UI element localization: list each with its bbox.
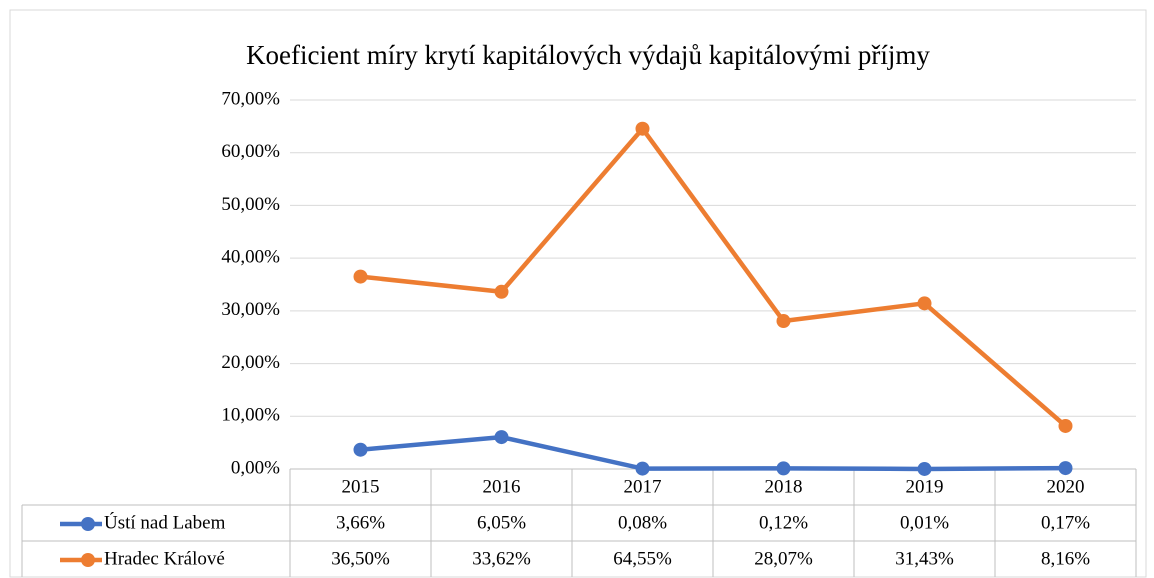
- y-tick-label: 20,00%: [221, 352, 280, 373]
- data-point: [776, 314, 791, 329]
- data-point: [1058, 418, 1073, 433]
- y-tick-label: 50,00%: [221, 194, 280, 215]
- table-value: 0,01%: [900, 512, 949, 533]
- y-tick-label: 70,00%: [221, 88, 280, 109]
- x-tick-label: 2018: [765, 476, 803, 497]
- series-line: [360, 434, 1066, 472]
- table-value: 0,12%: [759, 512, 808, 533]
- series-line: [360, 126, 1067, 428]
- table-value: 6,05%: [477, 512, 526, 533]
- chart-frame: [9, 9, 1147, 578]
- data-point: [353, 269, 368, 284]
- table-value: 0,08%: [618, 512, 667, 533]
- legend-marker: [81, 517, 95, 531]
- x-tick-label: 2019: [906, 476, 944, 497]
- data-point: [917, 461, 932, 476]
- data-point: [353, 442, 368, 457]
- table-value: 31,43%: [895, 548, 954, 569]
- legend-label: Hradec Králové: [104, 548, 225, 569]
- x-tick-label: 2015: [342, 476, 380, 497]
- data-point: [635, 121, 650, 136]
- data-point: [917, 296, 932, 311]
- y-tick-label: 10,00%: [221, 405, 280, 426]
- y-tick-label: 30,00%: [221, 299, 280, 320]
- data-point: [1058, 461, 1073, 476]
- legend-marker: [81, 553, 95, 567]
- table-value: 33,62%: [472, 548, 531, 569]
- data-point: [494, 430, 509, 445]
- y-tick-label: 0,00%: [231, 457, 280, 478]
- table-value: 36,50%: [331, 548, 390, 569]
- table-value: 28,07%: [754, 548, 813, 569]
- table-value: 8,16%: [1041, 548, 1090, 569]
- x-tick-label: 2016: [483, 476, 521, 497]
- y-tick-label: 60,00%: [221, 141, 280, 162]
- data-point: [776, 461, 791, 476]
- x-tick-label: 2017: [624, 476, 662, 497]
- legend-label: Ústí nad Labem: [104, 511, 226, 533]
- table-value: 0,17%: [1041, 512, 1090, 533]
- x-tick-label: 2020: [1047, 476, 1085, 497]
- data-point: [494, 284, 509, 299]
- chart-title: Koeficient míry krytí kapitálových výdaj…: [246, 40, 930, 70]
- table-value: 3,66%: [336, 512, 385, 533]
- data-point: [635, 461, 650, 476]
- y-tick-label: 40,00%: [221, 247, 280, 268]
- table-value: 64,55%: [613, 548, 672, 569]
